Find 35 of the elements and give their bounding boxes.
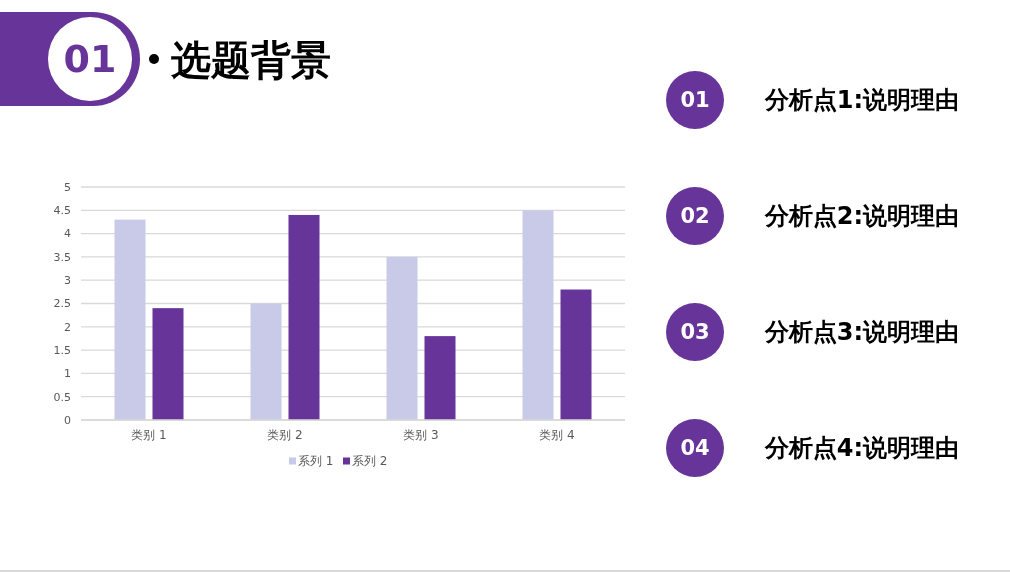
x-tick-label: 类别 2 xyxy=(267,428,303,442)
y-tick-label: 4.5 xyxy=(53,204,71,218)
y-tick-label: 1.5 xyxy=(53,343,71,357)
y-tick-label: 3.5 xyxy=(53,250,71,264)
text: 03 xyxy=(680,320,710,345)
x-tick-label: 类别 1 xyxy=(131,428,167,442)
bar xyxy=(250,303,282,420)
text: 01 xyxy=(63,37,117,82)
y-tick-label: 3 xyxy=(64,274,71,288)
bar xyxy=(152,308,184,420)
y-tick-label: 2.5 xyxy=(53,297,71,311)
bar xyxy=(288,214,320,420)
bar xyxy=(424,336,456,420)
legend-label: 系列 2 xyxy=(352,454,388,469)
y-tick-label: 5 xyxy=(64,180,71,194)
text: 01 xyxy=(680,88,710,113)
text: 02 xyxy=(680,204,710,229)
text: 分析点1:说明理由 xyxy=(763,86,960,115)
x-tick-label: 类别 3 xyxy=(403,428,439,442)
text: 分析点3:说明理由 xyxy=(763,318,960,347)
bar xyxy=(114,219,146,420)
y-tick-label: 4 xyxy=(64,227,71,241)
y-tick-label: 2 xyxy=(64,320,71,334)
text: 04 xyxy=(680,436,710,461)
y-tick-label: 1 xyxy=(64,367,71,381)
y-tick-label: 0.5 xyxy=(53,390,71,404)
bar xyxy=(522,210,554,420)
bar xyxy=(560,289,592,420)
x-tick-label: 类别 4 xyxy=(539,428,575,442)
chart-title: 选题背景 xyxy=(170,37,331,83)
y-tick-label: 0 xyxy=(64,413,71,427)
text: 分析点2:说明理由 xyxy=(763,202,960,231)
text: 分析点4:说明理由 xyxy=(763,434,960,463)
legend-label: 系列 1 xyxy=(298,454,334,469)
bar xyxy=(386,256,418,420)
